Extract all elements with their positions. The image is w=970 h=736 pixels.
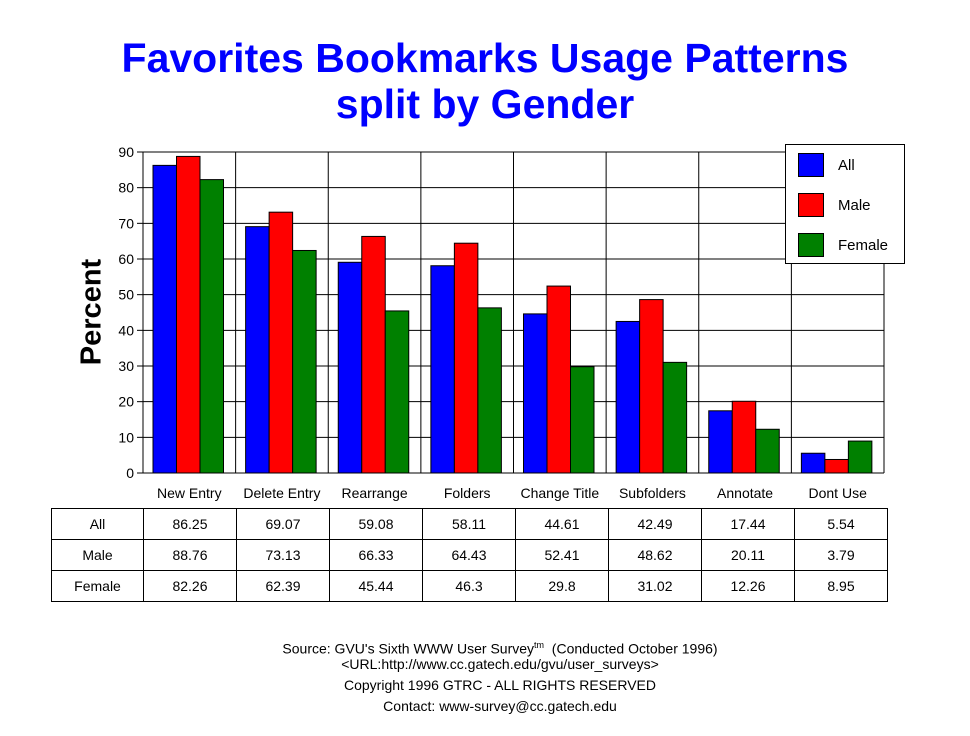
footer-source-suffix: (Conducted October 1996) [544,640,718,657]
bar-male [268,211,294,474]
legend-label-all: All [838,156,855,174]
y-tick-label: 70 [118,215,134,231]
table-cell: 82.26 [143,570,237,602]
legend-label-female: Female [838,236,889,254]
x-tick-label: Change Title [521,485,600,501]
table-cell: 86.25 [143,508,237,540]
table-cell: 52.41 [515,539,609,571]
table-cell: 64.43 [422,539,516,571]
bar-all [245,226,270,474]
bar-chart: 0 10 20 30 40 50 60 70 80 90 New Entry Delete Entry… [118,144,885,501]
x-tick-label: Delete Entry [243,485,320,501]
table-cell: 5.54 [794,508,888,540]
bar-all [708,410,733,474]
bar-all [152,164,177,474]
table-row: Male 88.76 73.13 66.33 64.43 52.41 48.62 20.11 3… [51,539,888,571]
legend-item-all: All [798,153,855,177]
x-tick-label: Rearrange [341,485,407,501]
bar-female [292,249,317,474]
footer-copyright: Copyright 1996 GTRC - ALL RIGHTS RESERVE… [344,677,656,693]
chart-title-line-2: split by Gender [335,81,635,127]
table-cell: 3.79 [794,539,888,571]
table-cell: 48.62 [608,539,702,571]
legend-swatch-all [798,153,824,177]
legend-swatch-male [798,193,824,217]
legend-item-male: Male [798,193,871,217]
bar-female [384,310,410,474]
table-cell: 88.76 [143,539,237,571]
y-tick-label: 40 [118,322,134,338]
legend-swatch-female [798,233,824,257]
bar-male [824,458,849,474]
table-row: Female 82.26 62.39 45.44 46.3 29.8 31.02 12.26 8… [51,570,888,602]
bar-all [523,313,548,474]
footer-contact: Contact: www-survey@cc.gatech.edu [383,698,617,714]
x-tick-label: Annotate [717,485,773,501]
bar-male [361,235,386,474]
footer-source-tm: tm [534,640,545,650]
bar-male [176,155,201,474]
footer-source: Source: GVU's Sixth WWW User Surveytm (C… [0,636,970,659]
table-cell: 44.61 [515,508,609,540]
table-row-label: All [51,508,144,540]
table-cell: 31.02 [608,570,702,602]
table-cell: 20.11 [701,539,795,571]
y-tick-label: 0 [126,465,134,481]
table-cell: 46.3 [422,570,516,602]
table-cell: 12.26 [701,570,795,602]
bar-male [731,400,757,474]
bar-all [430,265,455,474]
table-cell: 69.07 [236,508,330,540]
table-cell: 58.11 [422,508,516,540]
bar-all [337,261,363,474]
bar-all [800,452,826,474]
bar-female [755,428,780,474]
x-tick-label: Subfolders [619,485,686,501]
chart-legend: All Male Female [785,144,905,264]
chart-title-line-1: Favorites Bookmarks Usage Patterns [121,35,849,81]
table-row: All 86.25 69.07 59.08 58.11 44.61 42.49 17.44 5.… [51,508,888,540]
footer-source-prefix: Source: GVU's Sixth WWW User Survey [282,640,535,657]
y-tick-label: 60 [118,251,134,267]
y-tick-label: 90 [118,144,134,160]
table-cell: 66.33 [329,539,423,571]
table-row-label: Female [51,570,144,602]
bar-female [477,307,502,474]
table-row-label: Male [51,539,144,571]
y-tick-label: 30 [118,358,134,374]
table-cell: 73.13 [236,539,330,571]
x-tick-label: New Entry [157,485,222,501]
legend-item-female: Female [798,233,888,257]
legend-label-male: Male [838,196,871,214]
table-cell: 17.44 [701,508,795,540]
footer-url: <URL:http://www.cc.gatech.edu/gvu/user_s… [341,656,659,672]
table-cell: 42.49 [608,508,702,540]
bar-female [662,361,688,474]
table-cell: 62.39 [236,570,330,602]
x-tick-label: Folders [444,485,491,501]
y-tick-label: 50 [118,287,134,303]
bar-male [546,285,571,474]
bar-female [847,440,873,474]
table-cell: 29.8 [515,570,609,602]
table-cell: 59.08 [329,508,423,540]
bar-female [199,179,224,474]
y-tick-label: 20 [118,394,134,410]
y-tick-label: 10 [118,429,134,445]
data-table: All 86.25 69.07 59.08 58.11 44.61 42.49 17.44 5.… [51,508,888,602]
y-axis-label: Percent [75,258,108,366]
y-tick-label: 80 [118,180,134,196]
table-cell: 45.44 [329,570,423,602]
x-tick-label: Dont Use [809,485,868,501]
table-cell: 8.95 [794,570,888,602]
bar-male [453,242,479,474]
bar-female [570,366,595,474]
bar-all [615,320,641,474]
bar-male [639,299,664,474]
